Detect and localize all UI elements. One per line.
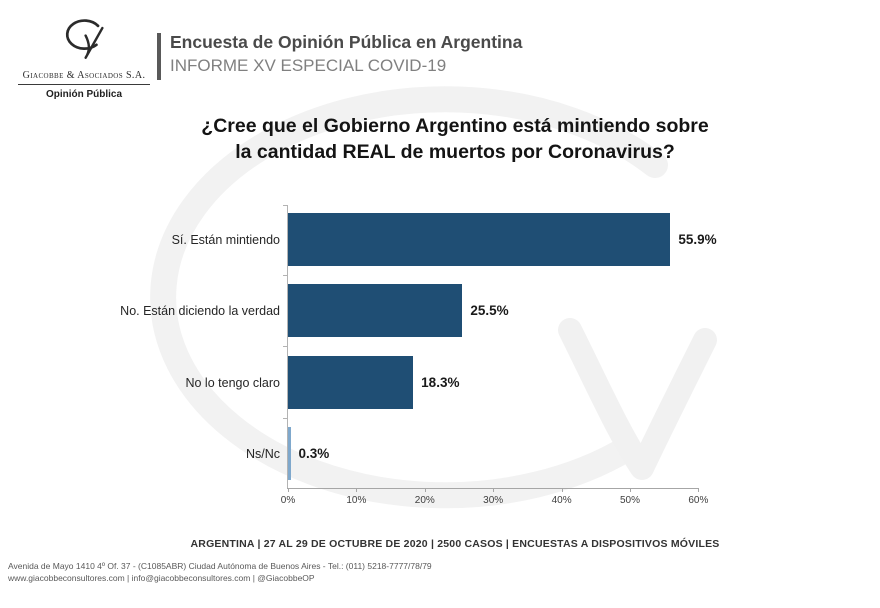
x-axis-tick (424, 488, 426, 492)
footer-web: www.giacobbeconsultores.com | info@giaco… (8, 573, 315, 583)
x-axis-tick (356, 488, 358, 492)
x-axis-tick (698, 488, 700, 492)
footer-contact: Avenida de Mayo 1410 4º Of. 37 - (C1085A… (8, 560, 432, 584)
question-title-line1: ¿Cree que el Gobierno Argentino está min… (201, 115, 709, 137)
question-title-line2: la cantidad REAL de muertos por Coronavi… (235, 141, 675, 163)
bar-category-label: Sí. Están mintiendo (171, 232, 280, 247)
bar-value-label: 18.3% (421, 374, 460, 390)
bar-segment (288, 427, 291, 480)
brand-logo-block: Giacobbe & Asociados S.A. Opinión Públic… (16, 14, 152, 100)
bar-category-label: Ns/Nc (245, 446, 280, 461)
bar-segment (288, 284, 463, 337)
bar-value-label: 25.5% (470, 302, 509, 318)
brand-division-name: Opinión Pública (45, 89, 123, 100)
report-title: Encuesta de Opinión Pública en Argentina (170, 32, 523, 52)
report-subtitle: INFORME XV ESPECIAL COVID-19 (170, 56, 447, 75)
report-header: Encuesta de Opinión Pública en Argentina… (170, 31, 522, 77)
x-axis-tick-label: 20% (414, 495, 435, 506)
x-axis-tick-label: 10% (346, 495, 367, 506)
question-title: ¿Cree que el Gobierno Argentino está min… (30, 113, 880, 165)
x-axis-tick (630, 488, 631, 492)
header-divider-bar (157, 33, 161, 80)
y-axis-tick (283, 418, 288, 419)
x-axis-tick (493, 488, 495, 492)
bar-value-label: 55.9% (678, 231, 717, 247)
x-axis-tick-label: 50% (619, 495, 640, 506)
bar-category-label: No. Están diciendo la verdad (120, 303, 280, 318)
footer-address: Avenida de Mayo 1410 4º Of. 37 - (C1085A… (8, 561, 432, 571)
y-axis-tick (283, 346, 288, 347)
brand-company-name: Giacobbe & Asociados S.A. (22, 70, 146, 81)
y-axis-tick (283, 205, 288, 206)
bar-category-label: No lo tengo claro (185, 375, 280, 390)
x-axis-tick-label: 60% (688, 495, 709, 506)
x-axis-tick-label: 40% (551, 495, 572, 506)
giacobbe-monogram-icon (65, 19, 104, 59)
survey-caption: ARGENTINA | 27 AL 29 DE OCTUBRE DE 2020 … (190, 538, 720, 550)
bar-segment (288, 213, 671, 266)
x-axis-tick-label: 30% (483, 495, 504, 506)
bar-value-label: 0.3% (298, 445, 330, 461)
x-axis-tick-label: 0% (280, 495, 296, 506)
x-axis-tick (288, 488, 289, 492)
bar-segment (288, 356, 414, 409)
y-axis-tick (283, 275, 288, 276)
logo-divider-line (18, 84, 150, 85)
x-axis-tick (561, 488, 563, 492)
